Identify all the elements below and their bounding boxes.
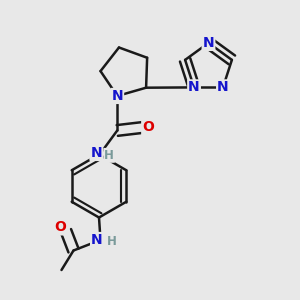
Text: N: N	[112, 89, 123, 103]
Text: N: N	[91, 146, 102, 160]
Text: N: N	[217, 80, 229, 94]
Text: H: H	[104, 149, 114, 162]
Text: N: N	[91, 233, 103, 247]
Text: N: N	[188, 80, 200, 94]
Text: O: O	[142, 121, 154, 134]
Text: N: N	[203, 36, 214, 50]
Text: O: O	[55, 220, 67, 234]
Text: H: H	[107, 235, 117, 248]
